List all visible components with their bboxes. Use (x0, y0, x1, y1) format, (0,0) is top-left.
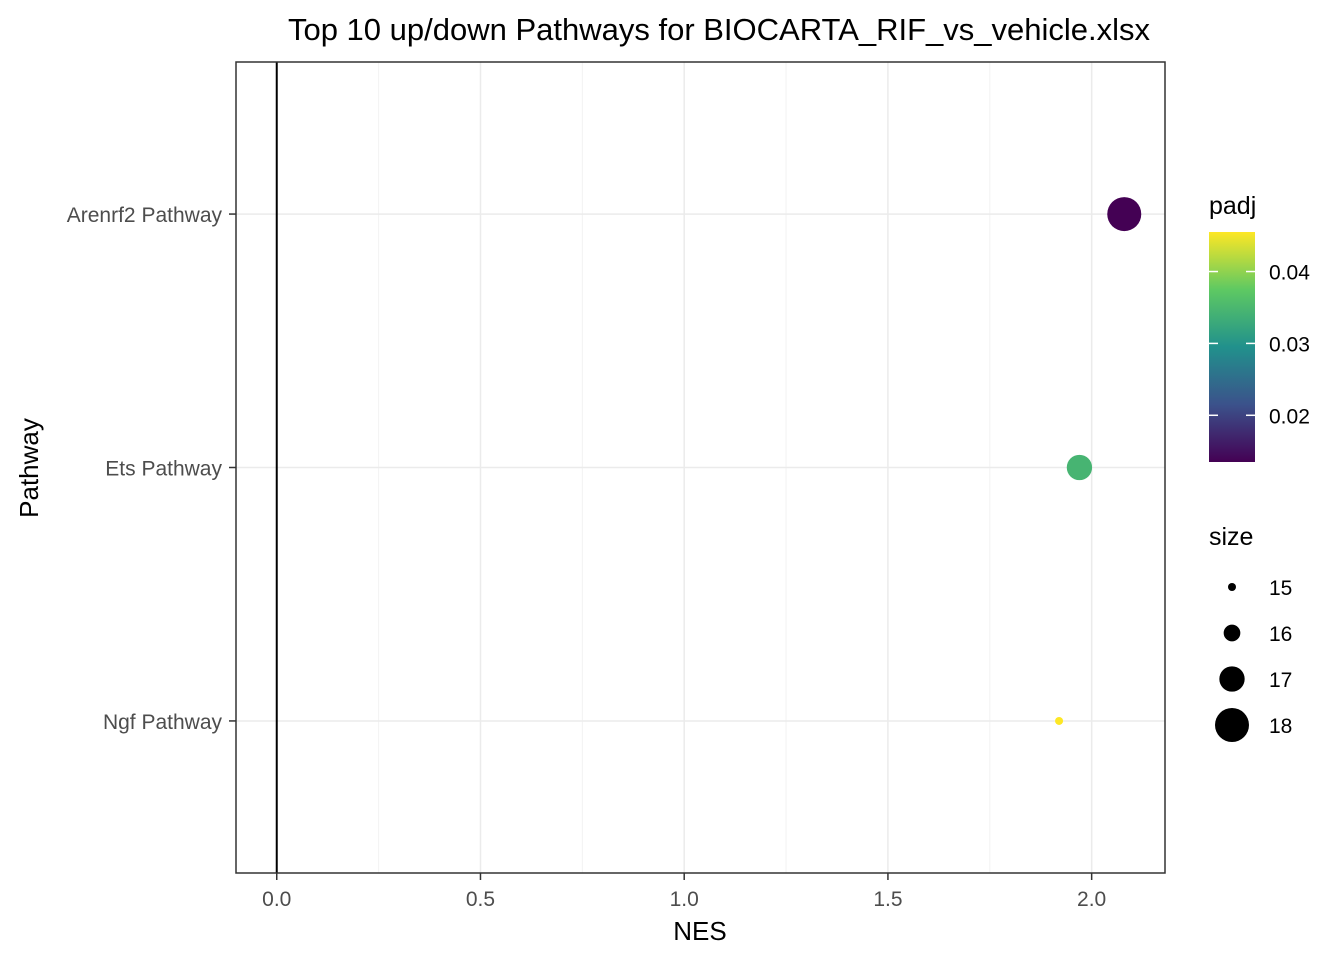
size-legend-key (1215, 708, 1249, 742)
color-legend: padj 0.02 0.03 0.04 (1209, 192, 1310, 462)
size-legend-key (1223, 624, 1241, 642)
x-tick-label: 1.0 (670, 888, 699, 911)
chart-title: Top 10 up/down Pathways for BIOCARTA_RIF… (288, 12, 1151, 47)
size-legend-key (1228, 583, 1236, 591)
data-point (1066, 454, 1093, 481)
size-legend-label: 16 (1269, 623, 1292, 646)
size-legend-label: 17 (1269, 669, 1292, 692)
y-axis: Arenrf2 Pathway Ets Pathway Ngf Pathway (67, 204, 236, 734)
y-tick-label: Ets Pathway (105, 458, 222, 481)
colorbar-ticks: 0.02 0.03 0.04 (1209, 262, 1310, 428)
data-point (1107, 197, 1142, 232)
size-legend-items: 15 16 17 18 (1215, 577, 1292, 742)
size-legend-title: size (1209, 523, 1253, 551)
x-tick-label: 1.5 (873, 888, 902, 911)
data-points (1055, 197, 1142, 725)
y-tick-label: Ngf Pathway (103, 711, 223, 734)
size-legend-label: 18 (1269, 715, 1292, 738)
y-axis-label: Pathway (14, 418, 44, 518)
x-tick-label: 2.0 (1077, 888, 1106, 911)
size-legend-key (1219, 666, 1245, 692)
colorbar-tick-label: 0.03 (1269, 333, 1310, 356)
colorbar-tick-label: 0.04 (1269, 262, 1310, 285)
color-legend-title: padj (1209, 192, 1256, 220)
x-tick-label: 0.5 (466, 888, 495, 911)
size-legend: size 15 16 17 18 (1209, 523, 1292, 742)
grid (236, 62, 1165, 873)
y-tick-label: Arenrf2 Pathway (67, 204, 223, 227)
data-point (1055, 716, 1064, 725)
colorbar-tick-label: 0.02 (1269, 405, 1310, 428)
size-legend-label: 15 (1269, 577, 1292, 600)
colorbar (1209, 232, 1255, 462)
x-axis-label: NES (673, 916, 726, 946)
x-tick-label: 0.0 (262, 888, 291, 911)
x-axis: 0.0 0.5 1.0 1.5 2.0 (262, 873, 1106, 911)
